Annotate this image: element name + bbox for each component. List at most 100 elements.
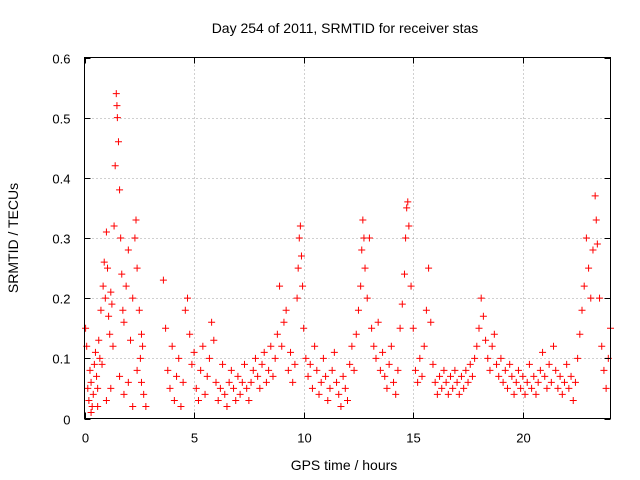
- data-point: [390, 378, 398, 386]
- data-point: [91, 348, 99, 356]
- data-point: [127, 336, 135, 344]
- data-point: [219, 360, 227, 368]
- data-point: [346, 360, 354, 368]
- data-point: [339, 372, 347, 380]
- data-point: [236, 390, 244, 398]
- data-point: [199, 342, 207, 350]
- data-point: [344, 396, 351, 404]
- data-point: [129, 294, 137, 302]
- data-point: [168, 342, 176, 350]
- data-point: [108, 300, 116, 308]
- data-point: [139, 342, 147, 350]
- data-point: [247, 378, 255, 386]
- data-point: [225, 378, 233, 386]
- data-point: [142, 402, 150, 410]
- data-point: [216, 384, 224, 392]
- data-point: [223, 402, 231, 410]
- data-point: [159, 276, 167, 284]
- data-point: [109, 342, 117, 350]
- data-point: [110, 222, 118, 230]
- data-point: [425, 264, 433, 272]
- data-point: [164, 366, 172, 374]
- data-point: [89, 390, 97, 398]
- data-point: [276, 282, 284, 290]
- data-point: [447, 372, 455, 380]
- data-point: [453, 378, 461, 386]
- data-point: [433, 390, 441, 398]
- data-point: [387, 342, 395, 350]
- data-point: [291, 360, 299, 368]
- data-point: [407, 282, 415, 290]
- data-point: [280, 318, 288, 326]
- data-point: [547, 378, 555, 386]
- data-point: [462, 366, 470, 374]
- data-point: [249, 366, 257, 374]
- data-point: [90, 360, 98, 368]
- data-point: [265, 366, 273, 374]
- data-point: [528, 384, 536, 392]
- data-point: [175, 354, 183, 362]
- data-point: [271, 354, 279, 362]
- data-point: [284, 366, 292, 374]
- data-point: [464, 378, 472, 386]
- data-point: [506, 360, 514, 368]
- data-point: [254, 372, 262, 380]
- data-point: [297, 252, 305, 260]
- data-point: [525, 360, 533, 368]
- data-point: [368, 324, 376, 332]
- data-point: [420, 342, 428, 350]
- data-point: [468, 372, 476, 380]
- data-point: [107, 288, 115, 296]
- data-point: [442, 378, 450, 386]
- data-point: [567, 372, 575, 380]
- data-point: [113, 102, 121, 110]
- data-point: [589, 246, 597, 254]
- data-point: [541, 372, 549, 380]
- data-point: [565, 384, 573, 392]
- data-point: [210, 336, 218, 344]
- data-point: [403, 204, 411, 212]
- data-point: [486, 366, 494, 374]
- data-point: [473, 342, 481, 350]
- x-tick-label: 5: [191, 431, 198, 446]
- data-point: [86, 366, 94, 374]
- y-tick-label: 0.2: [52, 292, 70, 307]
- data-point: [188, 360, 196, 368]
- data-point: [256, 384, 264, 392]
- data-point: [569, 396, 577, 404]
- data-point: [337, 402, 345, 410]
- data-point: [287, 348, 295, 356]
- data-point: [376, 366, 384, 374]
- data-point: [431, 378, 439, 386]
- data-point: [523, 378, 531, 386]
- data-points: [82, 90, 614, 416]
- data-point: [482, 336, 490, 344]
- data-point: [477, 294, 485, 302]
- data-point: [471, 354, 479, 362]
- data-point: [503, 384, 511, 392]
- y-tick-labels: 0 0.1 0.2 0.3 0.4 0.5 0.6: [52, 52, 70, 428]
- data-point: [440, 366, 448, 374]
- data-point: [508, 372, 516, 380]
- data-point: [100, 258, 108, 266]
- data-point: [105, 312, 113, 320]
- data-point: [245, 396, 253, 404]
- data-point: [295, 234, 303, 242]
- data-point: [293, 294, 301, 302]
- data-point: [326, 384, 334, 392]
- data-point: [120, 318, 128, 326]
- y-tick-label: 0.1: [52, 352, 70, 367]
- data-point: [97, 306, 105, 314]
- data-point: [227, 366, 235, 374]
- data-point: [582, 234, 590, 242]
- data-point: [418, 372, 426, 380]
- data-point: [558, 390, 566, 398]
- data-point: [203, 372, 211, 380]
- data-point: [87, 408, 95, 416]
- axis-ticks: [84, 57, 611, 420]
- data-point: [444, 390, 452, 398]
- data-point: [451, 366, 459, 374]
- x-tick-labels: 0 5 10 15 20: [82, 431, 531, 446]
- data-point: [232, 396, 240, 404]
